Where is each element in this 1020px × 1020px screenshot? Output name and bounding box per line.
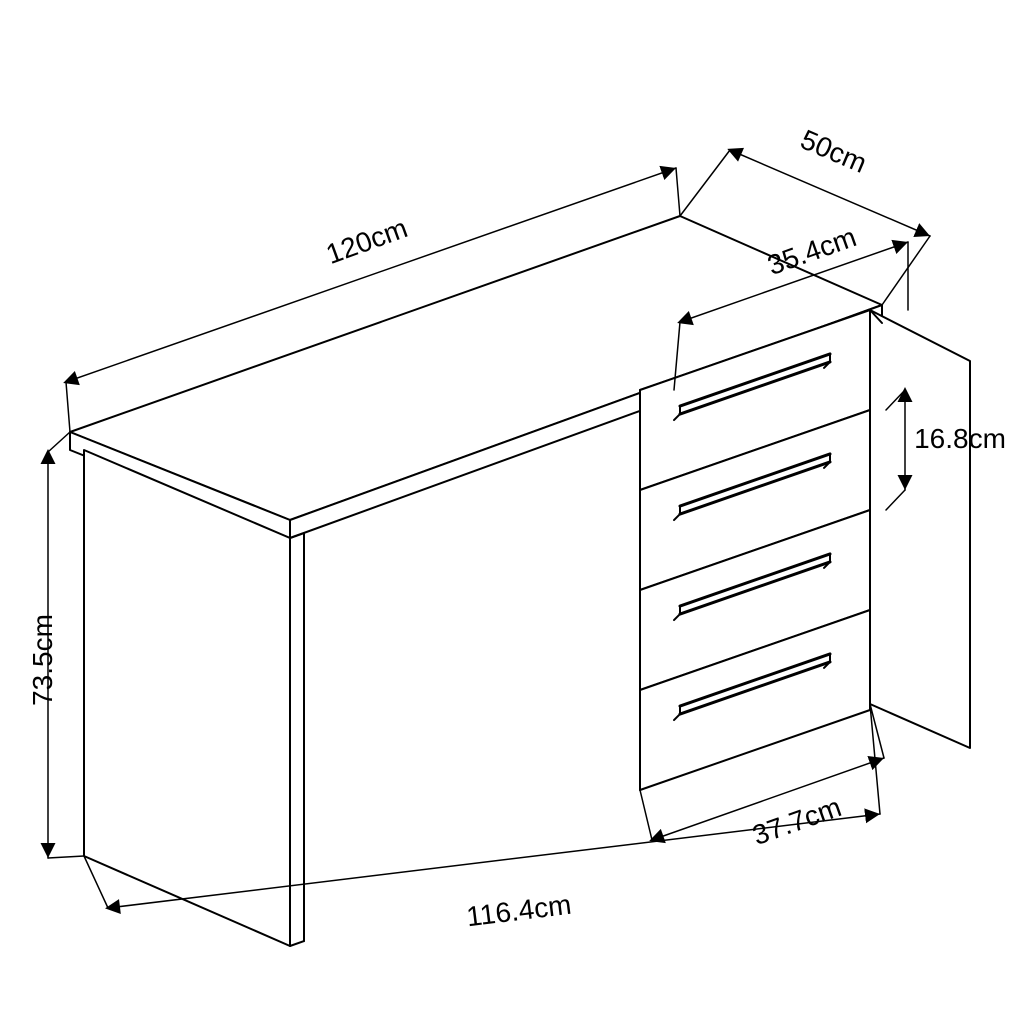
height_left-label: 73.5cm <box>27 614 58 706</box>
inner_width-label: 116.4cm <box>465 889 573 933</box>
width_top-label: 120cm <box>322 212 412 270</box>
drawer_h-label: 16.8cm <box>914 423 1006 454</box>
depth_top-label: 50cm <box>796 124 871 179</box>
drawer_w-label: 35.4cm <box>763 221 860 281</box>
